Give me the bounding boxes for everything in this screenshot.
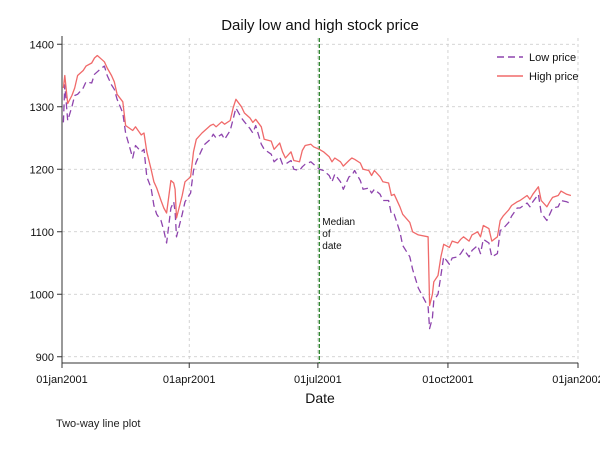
median-annotation-text: of (322, 229, 331, 240)
legend: Low price High price (497, 52, 579, 83)
x-tick-label: 01oct2001 (422, 374, 473, 386)
y-tick-label: 1300 (30, 102, 54, 114)
axes (57, 36, 579, 368)
median-annotation-text: date (322, 241, 342, 252)
x-tick-label: 01jul2001 (294, 374, 342, 386)
grid-lines (61, 38, 579, 363)
y-tick-label: 1100 (30, 227, 54, 239)
low-price-line (62, 65, 572, 330)
x-tick-label: 01apr2001 (163, 374, 216, 386)
x-tick-label: 01jan2001 (36, 374, 87, 386)
footer-note: Two-way line plot (56, 418, 141, 430)
y-tick-label: 900 (36, 352, 54, 364)
series-lines (62, 54, 572, 330)
legend-high-label: High price (529, 71, 579, 83)
y-tick-label: 1200 (30, 164, 54, 176)
legend-low-label: Low price (529, 52, 576, 64)
median-annotation-text: Median (322, 217, 355, 228)
x-axis-label: Date (305, 390, 335, 406)
y-tick-label: 1000 (30, 289, 54, 301)
chart-title: Daily low and high stock price (221, 17, 419, 34)
high-price-line (62, 54, 572, 307)
tick-labels: 900 1000 1100 1200 1300 1400 01jan2001 01apr200… (30, 39, 600, 386)
x-tick-label: 01jan2002 (552, 374, 600, 386)
y-tick-label: 1400 (30, 39, 54, 51)
